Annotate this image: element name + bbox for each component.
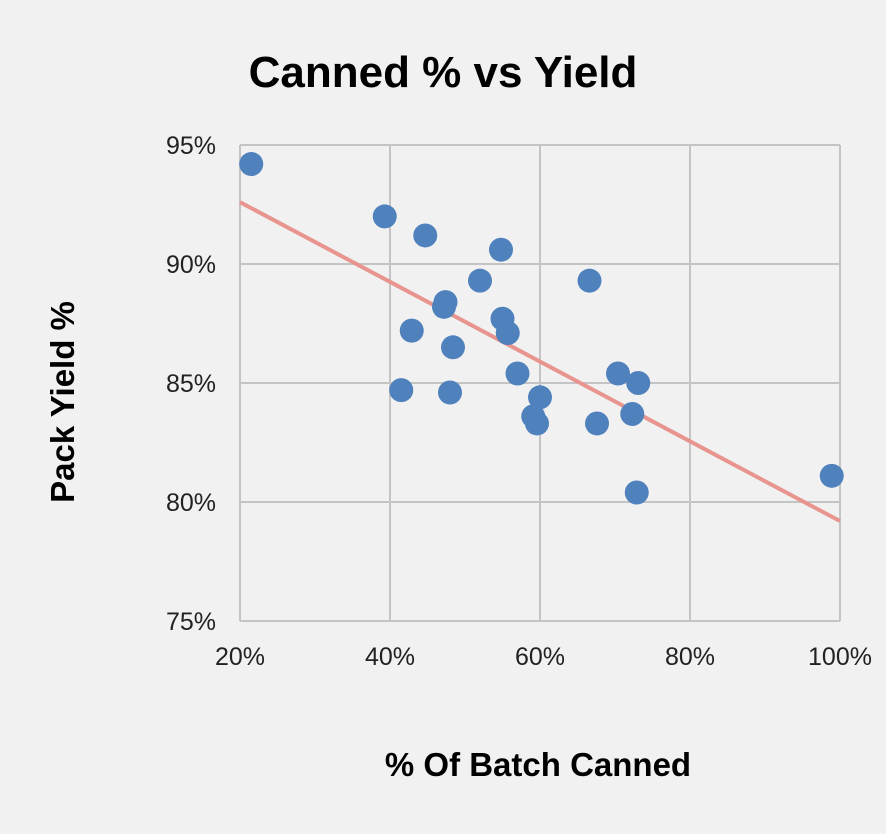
data-point	[525, 411, 549, 436]
data-point	[389, 378, 414, 403]
x-tick-label: 20%	[215, 643, 265, 671]
x-tick-label: 40%	[365, 643, 415, 671]
y-axis-label: Pack Yield %	[44, 301, 81, 503]
y-tick-label: 90%	[166, 251, 216, 279]
x-tick-label: 60%	[515, 643, 565, 671]
data-point	[606, 361, 630, 386]
y-tick-label: 80%	[166, 489, 216, 517]
tick-labels: 75% 80% 85% 90% 95% 20% 40% 60% 80% 100%	[166, 132, 872, 671]
data-point	[624, 480, 649, 505]
data-point	[495, 321, 520, 346]
y-tick-label: 85%	[166, 370, 216, 398]
data-point	[432, 294, 456, 319]
data-point	[528, 385, 552, 410]
data-point	[399, 318, 424, 343]
data-point	[438, 380, 462, 405]
x-tick-label: 100%	[808, 643, 872, 671]
x-tick-label: 80%	[665, 643, 715, 671]
trendline-layer	[239, 200, 841, 523]
data-point	[620, 401, 645, 426]
data-point	[413, 223, 438, 248]
data-point	[441, 335, 465, 360]
data-point	[505, 361, 530, 386]
trendline	[239, 200, 841, 523]
data-point	[239, 152, 264, 177]
data-point	[585, 411, 609, 436]
y-tick-label: 95%	[166, 132, 216, 160]
gridlines	[239, 144, 841, 622]
data-point	[577, 268, 602, 293]
data-points	[239, 152, 844, 505]
data-point	[626, 371, 651, 395]
x-axis-label: % Of Batch Canned	[385, 746, 691, 783]
data-point	[468, 268, 492, 293]
data-point	[819, 463, 844, 488]
data-point	[489, 237, 513, 262]
data-point	[372, 204, 397, 229]
y-tick-label: 75%	[166, 608, 216, 636]
chart-title: Canned % vs Yield	[249, 48, 638, 97]
